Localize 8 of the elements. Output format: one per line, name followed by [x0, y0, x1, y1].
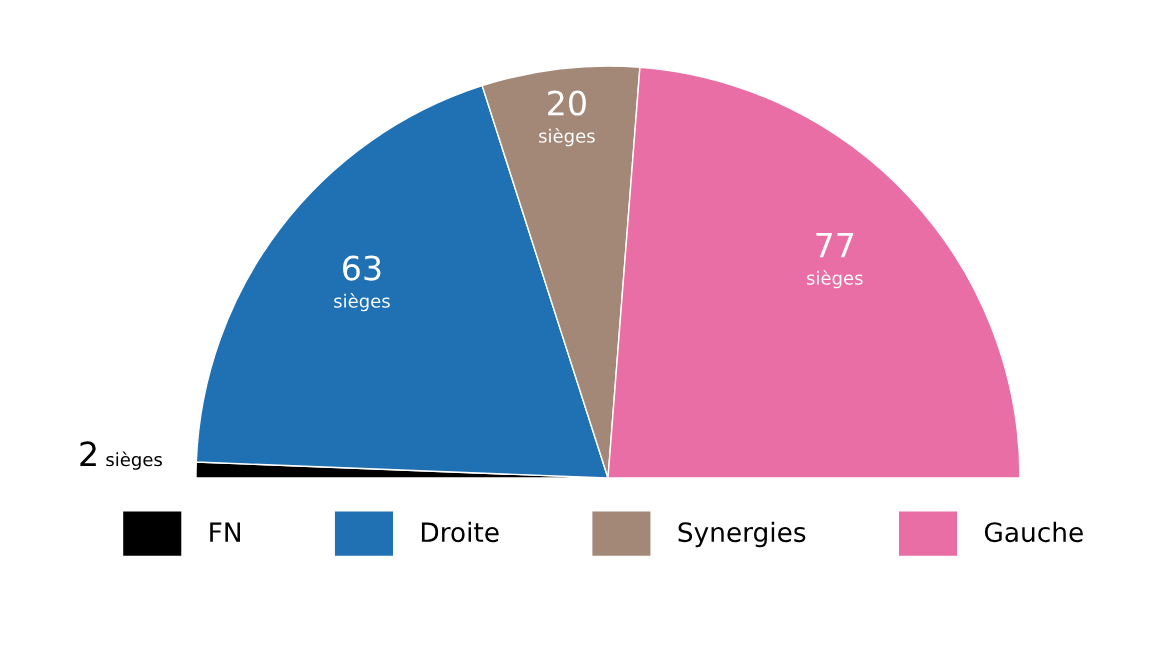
- data-label: 2 sièges: [80, 441, 162, 470]
- data-label: 20 sièges: [539, 90, 595, 147]
- legend-label: Synergies: [678, 521, 806, 548]
- legend-label: FN: [210, 522, 240, 542]
- data-label: 63 sièges: [334, 255, 390, 312]
- legend-label: Droite: [421, 521, 499, 543]
- legend-label: Gauche: [984, 521, 1083, 543]
- data-label: 77 sièges: [807, 232, 863, 289]
